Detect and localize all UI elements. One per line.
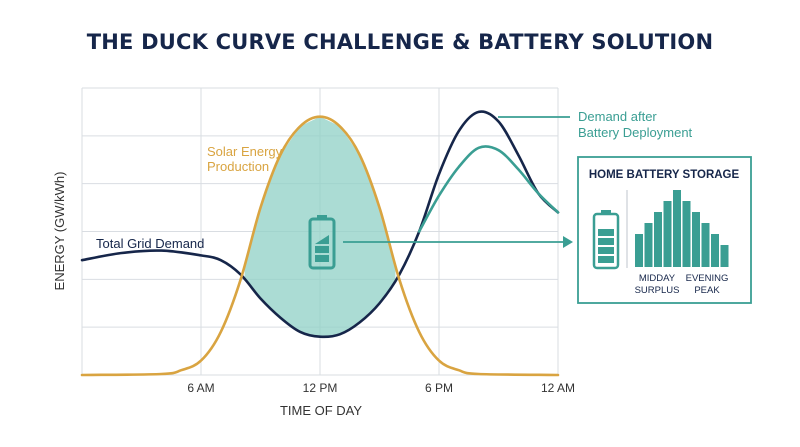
chart-title: THE DUCK CURVE CHALLENGE & BATTERY SOLUT… — [86, 30, 714, 54]
solar-production-line — [80, 115, 560, 377]
battery-icon — [308, 215, 336, 270]
after-label-line2: Battery Deployment — [578, 125, 693, 140]
x-tick-label: 12 AM — [541, 381, 575, 395]
panel-bar — [644, 223, 653, 267]
arrow-right-icon — [343, 236, 573, 248]
panel-label-surplus: SURPLUS — [635, 285, 680, 296]
panel-label-midday: MIDDAY — [639, 273, 676, 284]
x-tick-label: 12 PM — [303, 381, 338, 395]
panel-bar — [692, 212, 700, 267]
battery-panel-title: HOME BATTERY STORAGE — [589, 169, 740, 181]
total-grid-demand-line — [80, 110, 560, 339]
x-axis-label: TIME OF DAY — [280, 403, 362, 418]
demand-after-battery-line — [417, 145, 560, 233]
solar-label-line1: Solar Energy — [207, 144, 283, 159]
panel-battery-icon — [592, 210, 620, 270]
panel-label-peak: PEAK — [694, 285, 720, 296]
x-ticks: 6 AM 12 PM 6 PM 12 AM — [187, 381, 575, 395]
demand-label: Total Grid Demand — [96, 236, 204, 251]
panel-bar — [720, 245, 729, 267]
panel-bar — [682, 201, 691, 267]
panel-bar — [711, 234, 719, 267]
solar-label-line2: Production — [207, 159, 269, 174]
after-label-line1: Demand after — [578, 109, 657, 124]
battery-panel: HOME BATTERY STORAGE MIDDAY SURPLUS EVEN… — [577, 156, 752, 304]
panel-label-evening: EVENING — [686, 273, 729, 284]
y-axis-label: ENERGY (GW/kWh) — [52, 172, 67, 291]
panel-bars — [635, 190, 729, 267]
series-layer — [80, 110, 560, 377]
panel-bar — [701, 223, 710, 267]
panel-bar — [635, 234, 643, 267]
panel-bar — [654, 212, 662, 267]
panel-bar — [673, 190, 681, 267]
panel-bar — [663, 201, 672, 267]
midday-surplus-area — [244, 116, 396, 337]
x-tick-label: 6 AM — [187, 381, 214, 395]
x-tick-label: 6 PM — [425, 381, 453, 395]
